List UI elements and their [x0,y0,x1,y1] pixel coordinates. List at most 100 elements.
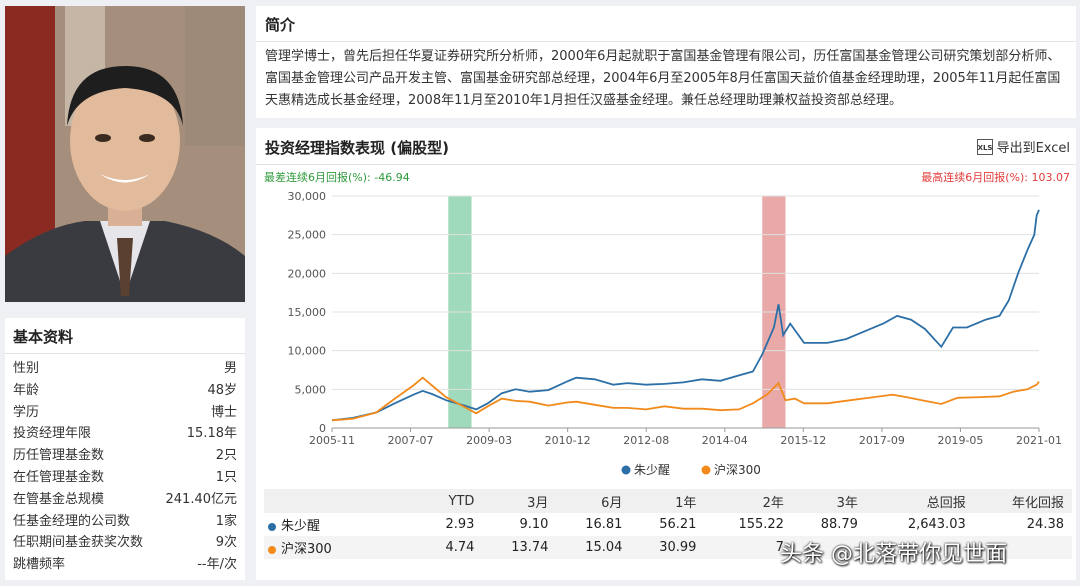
series-name: 沪深300 [281,542,332,557]
basic-info-label: 投资经理年限 [13,426,92,442]
basic-info-row: 在管基金总规模 241.40亿元 [13,489,237,511]
performance-title: 投资经理指数表现 (偏股型) [265,139,449,157]
x-tick-label: 2015-12 [780,434,826,447]
series-name-cell: 朱少醒 [264,513,422,536]
basic-info-label: 历任管理基金数 [13,448,105,464]
x-tick-label: 2019-05 [937,434,983,447]
x-tick-label: 2014-04 [702,434,748,447]
y-tick-label: 30,000 [288,190,327,203]
x-tick-label: 2012-08 [623,434,669,447]
table-cell: 2,643.03 [907,517,966,532]
series-dot-icon [268,522,276,531]
basic-info-row: 在任管理基金数 1只 [13,467,237,489]
basic-info-label: 在任管理基金数 [13,469,105,485]
table-header-cell: 3月 [482,489,557,513]
basic-info-value: 241.40亿元 [165,491,238,507]
intro-title: 简介 [256,6,1076,42]
basic-info-label: 性别 [13,361,40,376]
table-cell: 155.22 [738,517,784,532]
legend-label: 朱少醒 [634,463,670,477]
performance-chart: 0 5,000 10,000 15,000 20,000 25,000 30,000 2005… [288,190,1062,477]
table-header-cell: 2年 [704,489,792,513]
basic-info-label: 任职期间基金获奖次数 [13,535,144,551]
table-header-row: YTD 3月 6月 1年 2年 3年 总回报 年化回报 [264,489,1072,513]
basic-info-value: 1只 [215,469,237,485]
basic-info-row: 历任管理基金数 2只 [13,445,237,467]
basic-info-row: 任职期间基金获奖次数 9次 [13,532,237,554]
export-excel-button[interactable]: XLS 导出到Excel [976,137,1070,156]
table-cell: 24.38 [1026,517,1064,532]
basic-info-row: 任基金经理的公司数 1家 [13,511,237,533]
table-cell: 13.74 [482,536,557,559]
table-header-cell: 6月 [556,489,631,513]
basic-info-value: 2只 [215,448,237,464]
basic-info-value: 48岁 [207,382,237,398]
intro-text: 管理学博士，曾先后担任华夏证券研究所分析师，2000年6月起就职于富国基金管理有… [265,49,1061,108]
legend-label: 沪深300 [714,463,761,477]
table-header-cell [264,489,422,513]
basic-info-value: 9次 [215,535,237,551]
legend-marker [701,465,711,475]
table-cell: 56.21 [659,517,697,532]
basic-info-value: --年/次 [197,557,237,573]
best-6m-return: 最高连续6月回报(%): 103.07 [921,171,1070,184]
table-header-cell: 年化回报 [973,489,1072,513]
x-tick-label: 2007-07 [388,434,434,447]
basic-info-row: 性别 男 [13,358,237,380]
basic-info-value: 15.18年 [186,426,237,442]
legend-marker [621,465,631,475]
table-cell [865,536,974,559]
table-cell: 4.74 [422,536,483,559]
series-line-1 [331,376,1040,422]
y-tick-label: 5,000 [295,383,327,396]
table-body: 朱少醒 2.93 9.10 16.81 56.21 155.22 88.79 2,643.03… [264,513,1072,559]
x-tick-label: 2021-01 [1016,434,1062,447]
performance-panel: 投资经理指数表现 (偏股型) XLS 导出到Excel 最差连续6月回报(%):… [256,128,1076,580]
x-tick-label: 2005-11 [309,434,355,447]
table-cell: 15.04 [556,536,631,559]
series-name: 朱少醒 [281,519,321,534]
series-name-cell: 沪深300 [264,536,422,559]
table-header-cell: 1年 [630,489,705,513]
basic-info-panel: 基本资料 性别 男年龄 48岁学历 博士投资经理年限 15.18年历任管理基金数 2只在任… [5,318,245,580]
basic-info-label: 年龄 [13,382,40,398]
basic-info-label: 在管基金总规模 [13,491,105,507]
export-excel-label: 导出到Excel [996,141,1070,156]
y-tick-label: 0 [319,422,326,435]
basic-info-title: 基本资料 [5,318,245,354]
basic-info-rows: 性别 男年龄 48岁学历 博士投资经理年限 15.18年历任管理基金数 2只在任管理基金数… [5,354,245,576]
table-cell: 30.99 [630,536,705,559]
watermark: 头条 @北落带你见世面 [780,542,1007,567]
table-row: 朱少醒 2.93 9.10 16.81 56.21 155.22 88.79 2,643.03… [264,513,1072,536]
manager-photo [5,6,245,302]
basic-info-value: 博士 [210,404,237,420]
basic-info-label: 跳槽频率 [13,557,66,573]
y-tick-label: 20,000 [288,267,327,280]
series-line-0 [331,209,1040,422]
divider [256,164,1076,165]
basic-info-label: 任基金经理的公司数 [13,513,131,529]
table-cell: 2.93 [445,517,475,532]
basic-info-label: 学历 [13,404,40,420]
intro-panel: 简介 管理学博士，曾先后担任华夏证券研究所分析师，2000年6月起就职于富国基金… [256,6,1076,118]
table-cell: 7 [704,536,792,559]
xls-icon: XLS [976,138,993,155]
table-header-cell: YTD [422,489,483,513]
table-row: 沪深300 4.74 13.74 15.04 30.99 7 [264,536,1072,559]
basic-info-row: 年龄 48岁 [13,380,237,402]
y-tick-label: 15,000 [288,306,327,319]
table-cell [791,536,866,559]
table-cell: 88.79 [820,517,858,532]
worst-6m-return: 最差连续6月回报(%): -46.94 [264,171,410,184]
y-tick-label: 10,000 [288,345,327,358]
basic-info-row: 投资经理年限 15.18年 [13,423,237,445]
basic-info-row: 跳槽频率 --年/次 [13,554,237,576]
x-tick-label: 2017-09 [859,434,905,447]
basic-info-value: 1家 [215,513,237,529]
series-dot-icon [268,545,276,554]
table-cell [973,536,1072,559]
x-tick-label: 2009-03 [466,434,512,447]
table-cell: 16.81 [585,517,623,532]
table-header-cell: 总回报 [865,489,974,513]
basic-info-row: 学历 博士 [13,402,237,424]
